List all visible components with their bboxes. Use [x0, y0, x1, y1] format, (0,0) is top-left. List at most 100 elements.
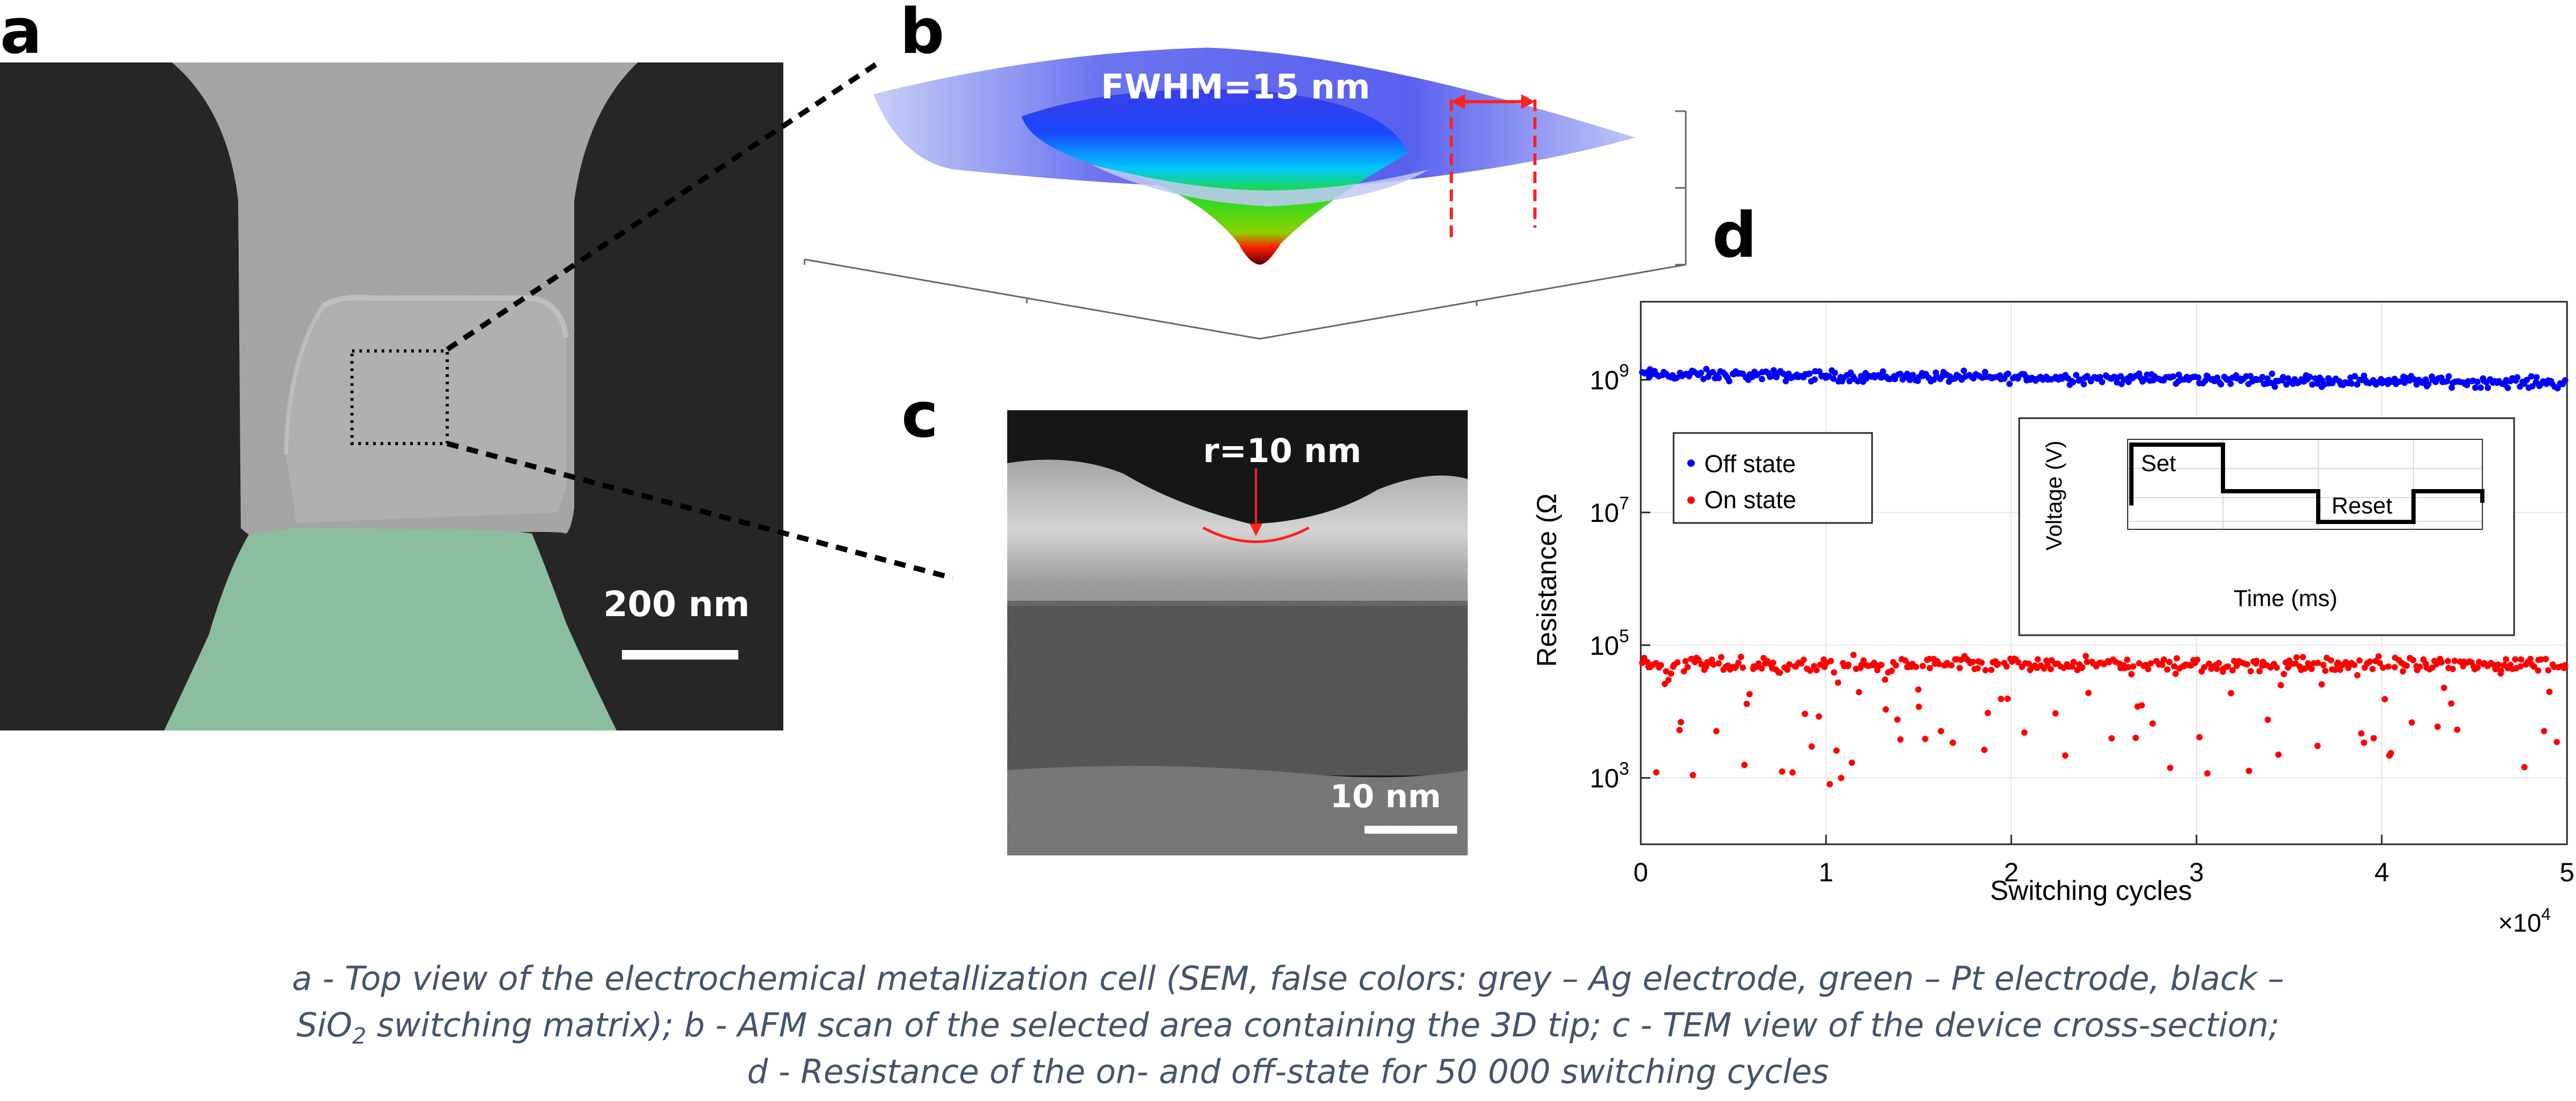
on-state-point [2410, 657, 2417, 664]
off-state-point [1816, 368, 1823, 375]
off-state-point [2272, 383, 2279, 390]
off-state-point [1906, 376, 1913, 383]
on-state-point [2164, 666, 2171, 673]
off-state-point [1830, 375, 1837, 382]
off-state-point [2218, 381, 2225, 388]
plot-frame [1640, 301, 2568, 845]
off-state-point [2445, 373, 2452, 380]
inset-set-label: Set [2141, 450, 2176, 476]
on-state-point [1936, 661, 1942, 667]
on-state-point [2502, 656, 2509, 663]
on-state-point [2052, 710, 2059, 717]
x-tick-label: 0 [1633, 858, 1648, 887]
on-state-point [2108, 735, 2115, 742]
on-state-point [1689, 772, 1696, 779]
on-state-point [1813, 667, 1820, 674]
on-state-point [2172, 670, 2179, 677]
on-state-point [2256, 668, 2263, 675]
on-state-point [2438, 659, 2445, 666]
on-state-point [1892, 662, 1899, 669]
resistance-chart: 0 1 2 3 4 5 103 105 107 109 Off state On state Se… [1532, 301, 2574, 937]
off-state-point [2125, 378, 2132, 385]
on-state-point [2358, 730, 2365, 737]
on-state-point [1845, 661, 1852, 668]
off-state-point [2528, 373, 2535, 380]
off-state-point [2562, 377, 2569, 384]
zoom-line-upper [446, 58, 883, 352]
on-state-point [1741, 762, 1748, 769]
off-state-point [2096, 374, 2103, 381]
on-state-point [2246, 768, 2253, 774]
on-state-point [2300, 654, 2307, 661]
off-state-point [1806, 370, 1813, 377]
on-state-point [2366, 658, 2373, 665]
caption-sio2-subscript: 2 [352, 1023, 367, 1049]
on-state-point [1978, 659, 1985, 666]
off-state-point [2411, 376, 2418, 383]
off-state-point [2309, 381, 2316, 388]
on-state-point [1639, 660, 1646, 666]
on-state-point [1984, 710, 1991, 717]
off-state-point [1726, 378, 1733, 385]
on-state-point [2517, 663, 2524, 670]
on-state-point [1833, 747, 1840, 754]
on-state-point [2429, 664, 2436, 671]
on-state-point [2441, 684, 2447, 691]
on-state-point [1668, 670, 1675, 677]
on-state-point [1653, 769, 1660, 776]
on-state-point [1848, 759, 1855, 766]
on-state-point [2385, 663, 2392, 670]
off-state-point [2524, 376, 2530, 383]
y-axis-label: Resistance (Ω [1532, 493, 1562, 667]
on-state-point [2434, 724, 2441, 730]
off-state-point [1811, 376, 1818, 383]
y-tick-label: 105 [1589, 626, 1629, 661]
legend-marker-off [1687, 459, 1695, 467]
on-state-point [1927, 665, 1933, 672]
off-state-point [1759, 376, 1766, 383]
on-state-point [1919, 663, 1926, 670]
afm-surface-plot [803, 48, 1687, 340]
on-state-point [2448, 700, 2455, 707]
on-state-point [2216, 660, 2222, 666]
on-state-point [2416, 663, 2423, 670]
on-state-point [2035, 656, 2041, 663]
on-state-point [2231, 657, 2238, 664]
off-state-point [1715, 375, 1722, 382]
off-state-point [2474, 378, 2481, 385]
x-axis-label: Switching cycles [1990, 876, 2192, 906]
inset-ylabel: Voltage (V) [2041, 440, 2066, 550]
off-state-point [2325, 375, 2332, 382]
on-state-point [2535, 667, 2542, 674]
on-state-point [1949, 739, 1956, 746]
on-state-point [1674, 659, 1681, 666]
on-state-point [2369, 665, 2376, 672]
on-state-point [2400, 668, 2407, 675]
y-tick-label: 103 [1589, 759, 1629, 793]
on-state-point [1680, 668, 1687, 675]
on-state-point [2132, 734, 2139, 741]
on-state-point [2275, 751, 2282, 758]
caption-sio2: SiO [296, 1006, 352, 1044]
on-state-point [1834, 679, 1841, 686]
off-state-point [2006, 381, 2013, 387]
on-state-point [1684, 664, 1691, 671]
on-state-point [2403, 662, 2410, 669]
on-state-point [1882, 676, 1888, 683]
scalebar-c [1364, 826, 1457, 834]
off-state-point [2081, 381, 2087, 387]
on-state-point [1838, 774, 1845, 781]
on-state-point [1743, 700, 1750, 707]
on-state-point [1897, 736, 1904, 743]
off-state-point [1982, 368, 1989, 375]
off-state-point [2533, 374, 2540, 381]
on-state-point [1878, 662, 1885, 669]
on-state-point [2281, 671, 2288, 678]
on-state-point [2021, 729, 2028, 736]
off-state-point [2306, 373, 2313, 380]
off-state-point [1700, 375, 1707, 382]
on-state-point [1739, 664, 1746, 671]
on-state-point [2128, 671, 2135, 678]
caption-line-2: SiO2 switching matrix); b - AFM scan of … [0, 1009, 2576, 1047]
on-state-point [2474, 664, 2481, 671]
